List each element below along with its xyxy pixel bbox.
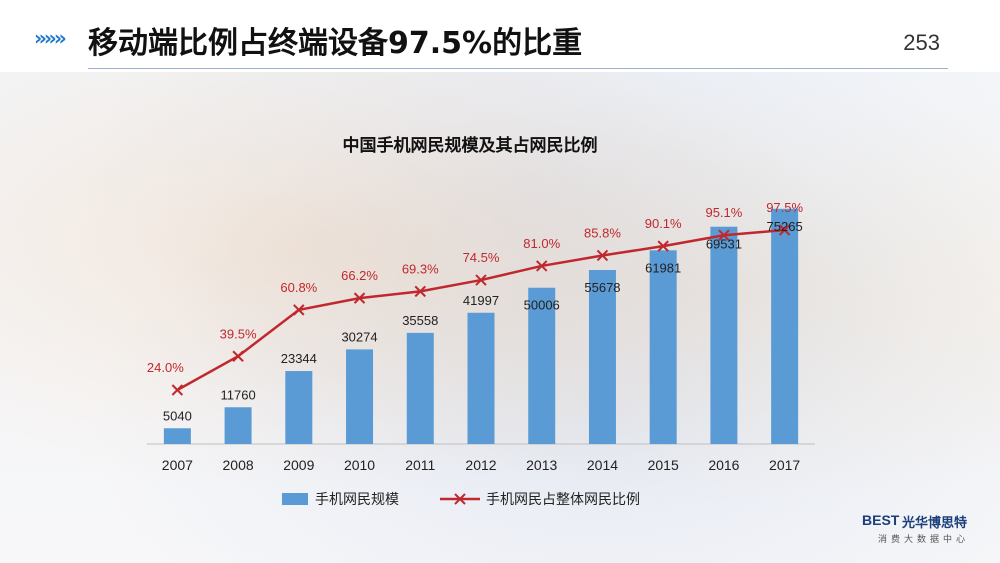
bar	[771, 209, 798, 444]
line-value-label: 90.1%	[645, 216, 682, 231]
line-value-label: 97.5%	[766, 200, 803, 215]
line-marker	[233, 351, 243, 361]
x-tick-label: 2013	[526, 457, 557, 473]
bar	[650, 250, 677, 444]
bar-value-label: 35558	[402, 313, 438, 328]
bar	[710, 227, 737, 444]
bar-value-label: 75265	[767, 219, 803, 234]
line-value-label: 24.0%	[147, 360, 184, 375]
bar-value-label: 23344	[281, 351, 317, 366]
x-tick-label: 2015	[648, 457, 679, 473]
line-value-label: 39.5%	[220, 326, 257, 341]
bar	[407, 333, 434, 444]
bar	[225, 407, 252, 444]
line-value-label: 74.5%	[463, 250, 500, 265]
line-value-label: 85.8%	[584, 225, 621, 240]
bar-value-label: 5040	[163, 408, 192, 423]
x-tick-label: 2017	[769, 457, 800, 473]
brand-logo: BEST 光华博思特 消费大数据中心	[862, 512, 992, 558]
legend-swatch-bar	[282, 493, 308, 505]
bar	[589, 270, 616, 444]
bar-value-label: 41997	[463, 293, 499, 308]
legend-label-bar: 手机网民规模	[315, 492, 399, 508]
bar	[468, 313, 495, 444]
logo-mark: BEST	[862, 512, 899, 528]
x-tick-label: 2009	[283, 457, 314, 473]
line-value-label: 60.8%	[280, 280, 317, 295]
bar-value-label: 55678	[584, 280, 620, 295]
line-value-label: 95.1%	[705, 205, 742, 220]
logo-subtitle: 消费大数据中心	[878, 532, 969, 545]
logo-name: 光华博思特	[902, 512, 967, 531]
x-tick-label: 2008	[223, 457, 254, 473]
x-tick-label: 2010	[344, 457, 375, 473]
bar-value-label: 61981	[645, 260, 681, 275]
bar-value-label: 69531	[706, 237, 742, 252]
x-tick-label: 2011	[405, 457, 435, 473]
line-marker	[172, 385, 182, 395]
line-value-label: 81.0%	[523, 236, 560, 251]
bar-value-label: 11760	[220, 387, 255, 402]
line-value-label: 66.2%	[341, 268, 378, 283]
bar	[164, 428, 191, 444]
x-tick-label: 2014	[587, 457, 618, 473]
legend-label-line: 手机网民占整体网民比例	[486, 492, 640, 508]
x-tick-label: 2007	[162, 457, 193, 473]
x-tick-label: 2012	[465, 457, 496, 473]
bar	[346, 349, 373, 444]
bar	[285, 371, 312, 444]
bar-value-label: 30274	[341, 329, 377, 344]
x-tick-label: 2016	[708, 457, 739, 473]
bar-value-label: 50006	[524, 298, 560, 313]
line-value-label: 69.3%	[402, 261, 439, 276]
